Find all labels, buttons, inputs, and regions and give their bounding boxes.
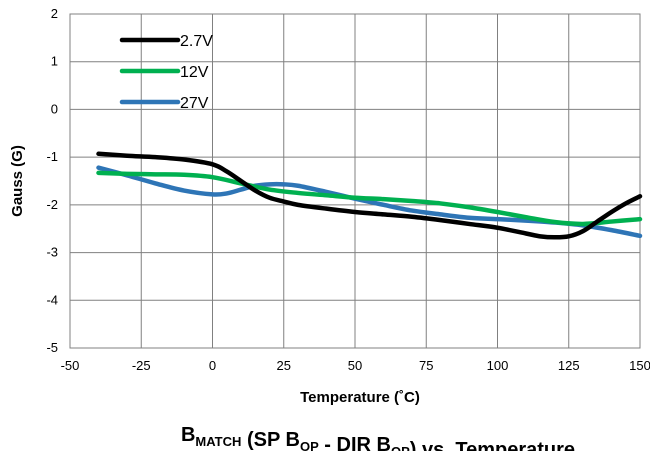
x-tick-label: 150 <box>629 358 650 373</box>
chart-title: BMATCH (SP BOP - DIR BOP) vs. Temperatur… <box>181 424 575 451</box>
x-tick-label: 0 <box>209 358 216 373</box>
x-tick-label: 125 <box>558 358 580 373</box>
series-line-2-7v <box>96 151 643 240</box>
x-tick-label: 75 <box>419 358 433 373</box>
x-axis-ticks: -50 -25 0 25 50 75 100 125 150 <box>61 358 650 373</box>
y-tick-label: 2 <box>51 6 58 21</box>
series-line-12v <box>96 170 643 227</box>
legend-label: 27V <box>180 95 209 112</box>
y-tick-label: -3 <box>46 245 58 260</box>
x-axis-label: Temperature (˚C) <box>300 389 420 406</box>
y-tick-label: -2 <box>46 197 58 212</box>
plot-area-frame <box>69 13 641 349</box>
x-tick-label: 100 <box>487 358 509 373</box>
y-tick-label: -4 <box>46 292 58 307</box>
series-line-27v <box>96 165 643 239</box>
gridlines <box>69 13 641 349</box>
y-tick-label: -1 <box>46 149 58 164</box>
series-lines <box>96 151 643 240</box>
x-tick-label: 50 <box>348 358 362 373</box>
legend-label: 12V <box>180 64 209 81</box>
x-tick-label: -50 <box>61 358 80 373</box>
x-tick-label: -25 <box>132 358 151 373</box>
x-tick-label: 25 <box>277 358 291 373</box>
legend: 2.7V 12V 27V <box>119 33 213 112</box>
y-tick-label: 1 <box>51 54 58 69</box>
y-axis-label: Gauss (G) <box>9 145 26 217</box>
y-tick-label: -5 <box>46 340 58 355</box>
y-axis-ticks: -5 -4 -3 -2 -1 0 1 2 <box>46 6 58 355</box>
y-tick-label: 0 <box>51 101 58 116</box>
legend-label: 2.7V <box>180 33 213 50</box>
